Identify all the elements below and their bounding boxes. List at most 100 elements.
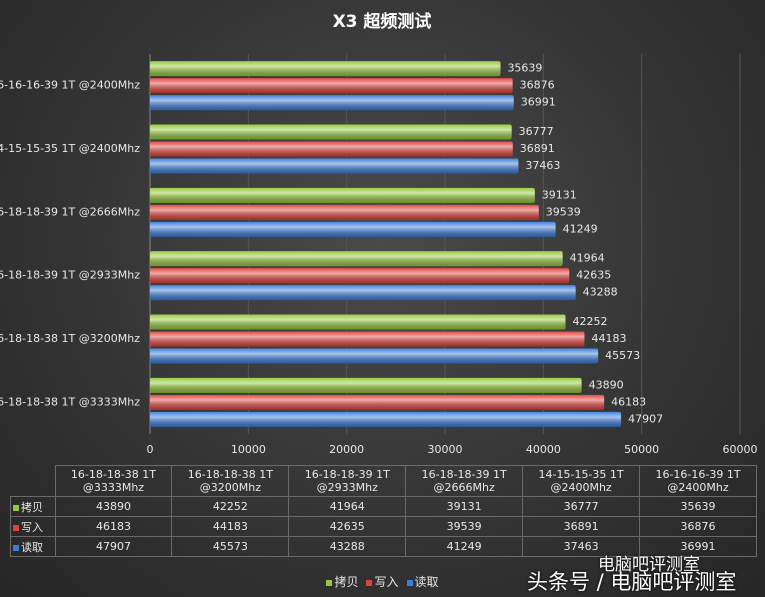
table-cell: 36876 <box>639 516 757 537</box>
data-label: 46183 <box>611 395 646 408</box>
legend-marker <box>13 524 19 531</box>
table-column-header: 16-18-18-39 1T @2933Mhz <box>288 465 407 497</box>
watermark-account: 电脑吧评测室 <box>598 555 700 575</box>
legend-marker <box>326 580 333 586</box>
bar <box>150 158 519 174</box>
data-label: 35639 <box>507 62 542 75</box>
y-tick-label: 16-18-18-38 1T @3200Mhz <box>0 332 140 345</box>
bar <box>150 78 513 94</box>
y-tick-label: 16-18-18-39 1T @2666Mhz <box>0 205 140 218</box>
table-row: 写入 46183 44183 42635 39539 36891 36876 <box>10 516 757 537</box>
legend-label: 写入 <box>374 575 399 589</box>
data-label: 39131 <box>542 188 577 201</box>
bar <box>150 187 535 203</box>
legend-marker <box>13 504 19 511</box>
data-label: 36777 <box>519 125 554 138</box>
bar <box>150 394 605 410</box>
bar <box>150 221 556 237</box>
table-corner <box>11 466 56 497</box>
bar <box>150 141 513 157</box>
x-tick-label: 30000 <box>428 443 463 456</box>
x-tick-label: 0 <box>147 443 154 456</box>
x-tick-label: 40000 <box>526 443 561 456</box>
data-label: 42635 <box>576 269 611 282</box>
y-tick-label: 16-18-18-39 1T @2933Mhz <box>0 269 140 282</box>
table-row-header: 读取 <box>10 536 56 557</box>
watermark-source: 头条号 / 电脑吧评测室 <box>527 570 737 594</box>
data-label: 41964 <box>570 252 605 265</box>
plot-area: 0 10000 20000 30000 40000 50000 60000 16-18-18-… <box>0 54 758 456</box>
data-label: 39539 <box>546 205 581 218</box>
legend-label: 读取 <box>414 575 439 589</box>
table-cell: 36891 <box>522 516 641 537</box>
legend-marker <box>406 580 413 586</box>
x-tick-label: 10000 <box>231 443 266 456</box>
legend-marker <box>13 544 19 551</box>
table-cell: 36991 <box>639 536 757 557</box>
bar <box>150 331 585 347</box>
table-header-row: 16-18-18-38 1T @3333Mhz 16-18-18-38 1T @3… <box>11 465 757 497</box>
table-cell: 44183 <box>171 516 290 537</box>
legend-label: 拷贝 <box>334 575 359 589</box>
legend: 拷贝 写入 读取 <box>0 573 765 590</box>
bar <box>150 377 582 393</box>
y-tick-label: 16-16-16-39 1T @2400Mhz <box>0 79 140 92</box>
table-cell: 36777 <box>522 496 641 517</box>
bar <box>150 251 563 267</box>
data-table: 16-18-18-38 1T @3333Mhz 16-18-18-38 1T @3… <box>10 465 757 557</box>
bar <box>150 124 512 140</box>
chart-title: X3 超频测试 <box>333 11 432 32</box>
legend-marker <box>366 580 373 586</box>
bar <box>150 348 599 364</box>
table-cell: 35639 <box>639 496 757 517</box>
table-column-header: 16-16-16-39 1T @2400Mhz <box>639 465 757 497</box>
table-row-header: 拷贝 <box>10 496 56 517</box>
table-cell: 42252 <box>171 496 290 517</box>
table-row-label: 写入 <box>21 520 43 534</box>
bar <box>150 411 622 427</box>
table-cell: 42635 <box>288 516 407 537</box>
table-column-header: 16-18-18-39 1T @2666Mhz <box>405 465 524 497</box>
table-row: 拷贝 43890 42252 41964 39131 36777 35639 <box>10 496 757 517</box>
x-tick-label: 60000 <box>723 443 758 456</box>
table-row-label: 读取 <box>21 540 43 554</box>
x-tick-label: 20000 <box>329 443 364 456</box>
data-label: 44183 <box>591 332 626 345</box>
table-cell: 43288 <box>288 536 407 557</box>
bar <box>150 204 539 220</box>
bar <box>150 285 576 301</box>
table-cell: 39539 <box>405 516 524 537</box>
data-label: 43890 <box>589 378 624 391</box>
table-cell: 47907 <box>54 536 173 557</box>
data-label: 36876 <box>520 79 555 92</box>
table-row: 读取 47907 45573 43288 41249 37463 36991 <box>10 536 757 557</box>
table-cell: 41964 <box>288 496 407 517</box>
data-label: 36891 <box>520 142 555 155</box>
y-tick-label: 16-18-18-38 1T @3333Mhz <box>0 395 140 408</box>
bar <box>150 95 514 111</box>
table-cell: 46183 <box>54 516 173 537</box>
data-label: 43288 <box>583 286 618 299</box>
table-column-header: 16-18-18-38 1T @3333Mhz <box>54 465 173 497</box>
bar <box>150 61 501 77</box>
data-label: 37463 <box>525 159 560 172</box>
bar <box>150 268 570 284</box>
data-label: 41249 <box>563 222 598 235</box>
table-cell: 37463 <box>522 536 641 557</box>
data-label: 45573 <box>605 349 640 362</box>
table-column-header: 16-18-18-38 1T @3200Mhz <box>171 465 290 497</box>
legend-item: 拷贝 <box>326 575 358 589</box>
x-tick-label: 50000 <box>624 443 659 456</box>
data-label: 47907 <box>628 412 663 425</box>
data-label: 42252 <box>572 315 607 328</box>
table-cell: 39131 <box>405 496 524 517</box>
legend-item: 读取 <box>406 575 439 589</box>
table-column-header: 14-15-15-35 1T @2400Mhz <box>522 465 641 497</box>
legend-item: 写入 <box>366 575 399 589</box>
table-cell: 45573 <box>171 536 290 557</box>
table-row-header: 写入 <box>10 516 56 537</box>
table-cell: 43890 <box>54 496 173 517</box>
bar <box>150 314 566 330</box>
y-tick-label: 14-15-15-35 1T @2400Mhz <box>0 142 140 155</box>
